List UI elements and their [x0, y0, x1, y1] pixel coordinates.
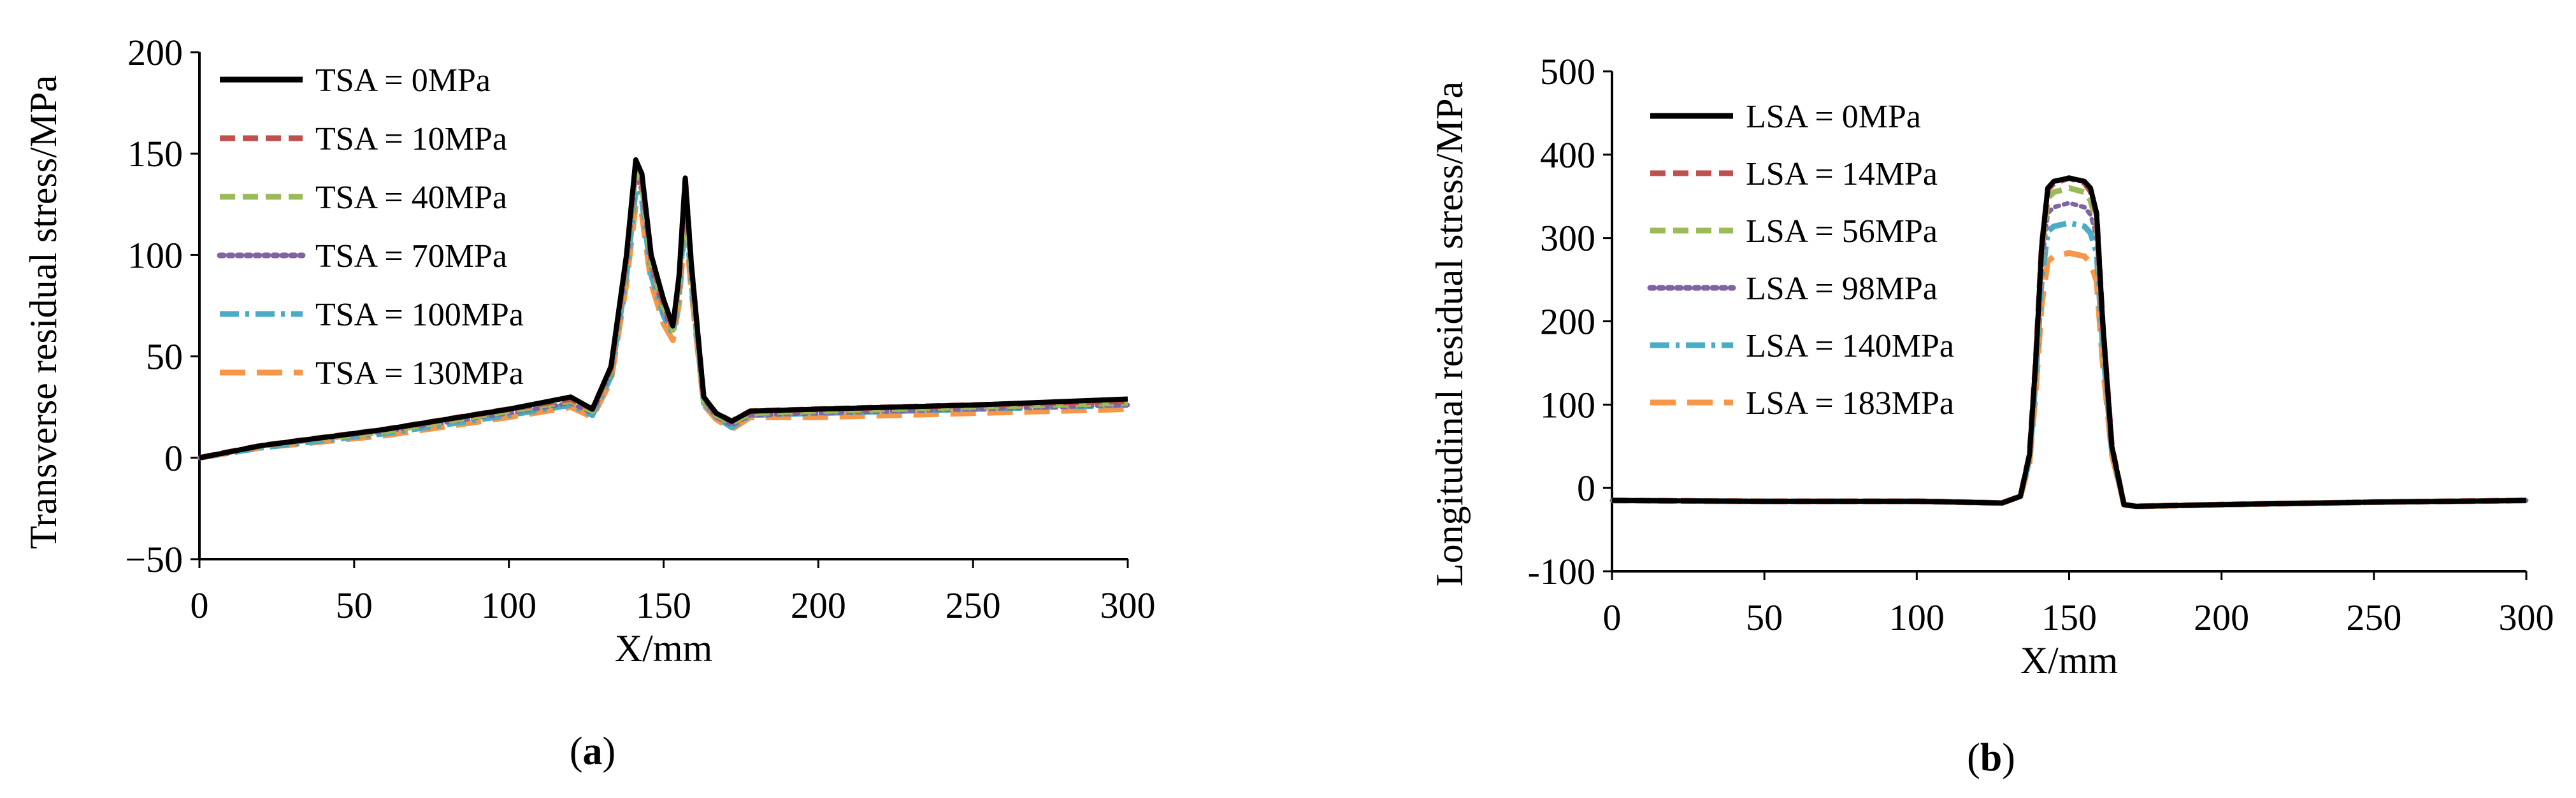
y-tick-label: 400 [1540, 134, 1595, 176]
x-tick-label: 300 [2499, 597, 2554, 638]
legend-label-5: TSA = 100MPa [315, 297, 524, 333]
x-axis-label: X/mm [615, 627, 712, 669]
legend-label-1: LSA = 0MPa [1746, 99, 1921, 135]
x-tick-label: 50 [1746, 597, 1783, 638]
legend-label-5: LSA = 140MPa [1746, 328, 1954, 364]
x-tick-label: 100 [481, 585, 536, 626]
legend-label-6: LSA = 183MPa [1746, 385, 1954, 422]
x-tick-label: 150 [636, 585, 691, 626]
panel-label: (a) [570, 730, 615, 773]
y-tick-label: 0 [1577, 467, 1595, 509]
y-tick-label: 500 [1540, 51, 1595, 92]
legend-label-1: TSA = 0MPa [315, 62, 491, 99]
panel-label-open: ( [570, 730, 583, 773]
y-axis-label: Transverse residual stress/MPa [22, 75, 64, 549]
legend-label-2: TSA = 10MPa [315, 121, 507, 157]
legend-label-3: TSA = 40MPa [315, 180, 507, 216]
x-tick-label: 250 [946, 585, 1001, 626]
panel-label: (b) [1967, 736, 2015, 780]
y-tick-label: 150 [127, 133, 183, 175]
panel-label-letter: b [1980, 736, 2002, 780]
y-tick-label: 50 [146, 336, 183, 378]
x-tick-label: 0 [1603, 597, 1622, 638]
y-tick-label: 200 [1540, 301, 1595, 343]
y-tick-label: −50 [125, 539, 183, 580]
panel-label-letter: a [583, 730, 603, 773]
legend-label-4: LSA = 98MPa [1746, 271, 1938, 307]
panel-label-close: ) [2002, 736, 2015, 780]
y-tick-label: 0 [164, 438, 183, 479]
series-line-5 [1611, 220, 2527, 509]
x-tick-label: 250 [2346, 597, 2401, 638]
series-line-1 [199, 157, 1128, 460]
x-tick-label: 300 [1100, 585, 1156, 626]
panel-label-close: ) [603, 730, 616, 773]
legend-label-3: LSA = 56MPa [1746, 213, 1938, 250]
x-tick-label: 0 [191, 585, 209, 626]
x-tick-label: 50 [336, 585, 373, 626]
x-tick-label: 200 [2194, 597, 2249, 638]
series-line-1 [1611, 175, 2527, 509]
legend-label-6: TSA = 130MPa [315, 355, 524, 392]
legend-label-2: LSA = 14MPa [1746, 156, 1938, 192]
y-tick-label: 300 [1540, 218, 1595, 259]
y-tick-label: 100 [1540, 384, 1595, 425]
legend-label-4: TSA = 70MPa [315, 238, 507, 274]
x-tick-label: 200 [791, 585, 846, 626]
x-axis-label: X/mm [2020, 639, 2118, 681]
y-tick-label: 100 [127, 234, 183, 276]
x-tick-label: 100 [1889, 597, 1945, 638]
panel-label-open: ( [1967, 736, 1980, 780]
y-tick-label: -100 [1528, 551, 1595, 592]
y-tick-label: 200 [127, 32, 183, 73]
y-axis-label: Longitudinal residual stress/MPa [1428, 82, 1471, 587]
x-tick-label: 150 [2041, 597, 2097, 638]
